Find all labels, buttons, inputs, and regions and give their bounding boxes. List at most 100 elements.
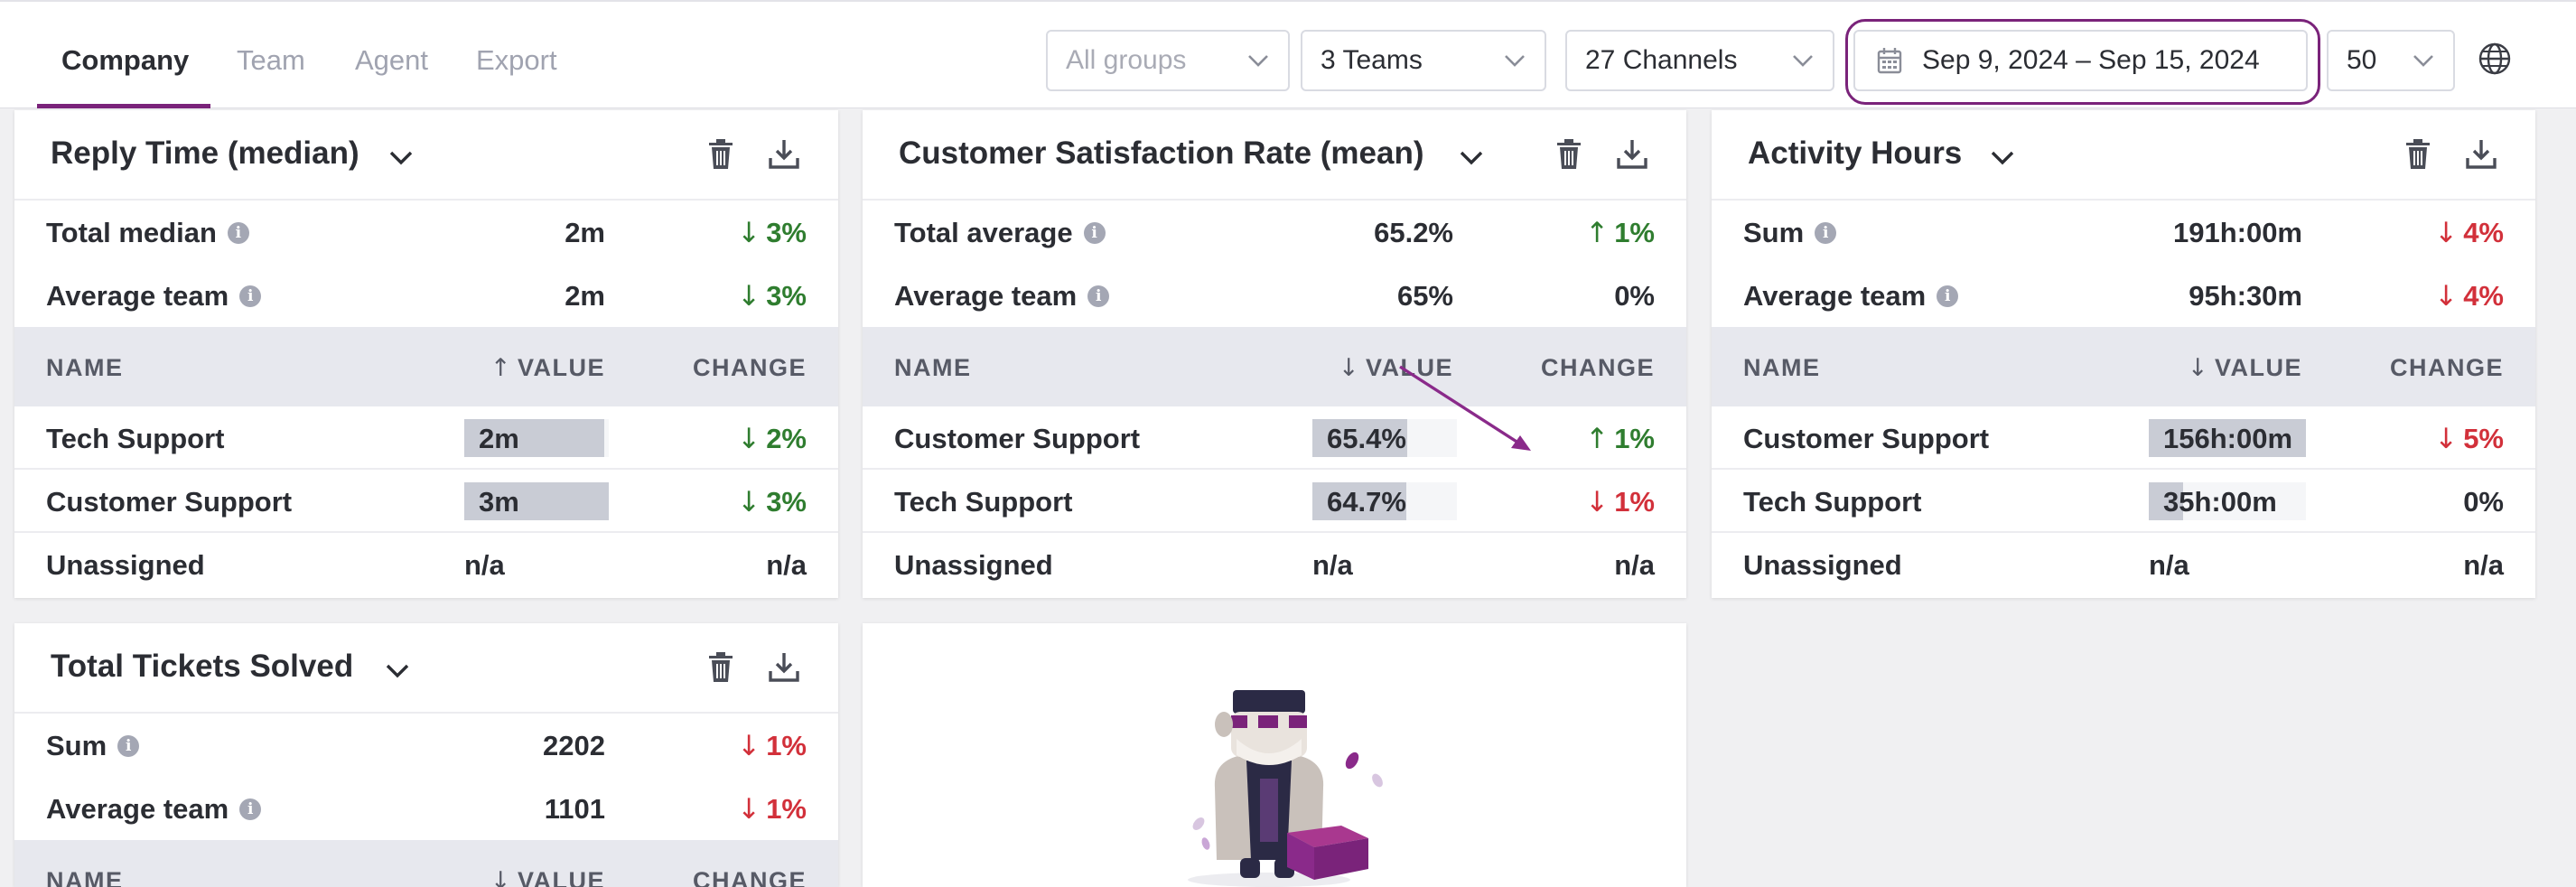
summary-row-sum: Sum i 191h:00m ↓ 4% (1712, 201, 2535, 264)
globe-icon[interactable] (2478, 42, 2512, 76)
tab-agent[interactable]: Agent (355, 44, 429, 76)
row-change: n/a (766, 549, 807, 581)
arrow-down-icon: ↓ (2434, 280, 2459, 313)
summary-value: 65.2% (1374, 217, 1453, 248)
value-bar-fill (1312, 419, 1407, 457)
chevron-down-icon (2413, 55, 2433, 67)
groups-select[interactable]: All groups (1046, 30, 1290, 91)
card-header: Customer Satisfaction Rate (mean) (863, 110, 1686, 201)
date-range-value: Sep 9, 2024 – Sep 15, 2024 (1922, 45, 2260, 75)
download-icon[interactable] (1616, 138, 1648, 171)
trash-icon[interactable] (706, 138, 735, 171)
column-header-value[interactable]: ↓ VALUE (490, 867, 605, 887)
row-value: 64.7% (1327, 486, 1406, 518)
summary-value: 2m (565, 280, 605, 312)
arrow-down-icon: ↓ (737, 280, 761, 313)
channels-select[interactable]: 27 Channels (1565, 30, 1834, 91)
card-header: Reply Time (median) (14, 110, 838, 201)
channels-select-value: 27 Channels (1585, 45, 1738, 75)
row-change: ↑ 1% (1585, 423, 1655, 455)
table-row: Unassigned n/a n/a (863, 533, 1686, 596)
info-icon[interactable]: i (117, 735, 140, 757)
info-icon[interactable]: i (1087, 285, 1110, 307)
summary-change: ↓ 4% (2434, 280, 2504, 313)
row-value: 156h:00m (2163, 423, 2293, 454)
table-header: NAME ↓ VALUE CHANGE (14, 840, 838, 887)
row-name: Tech Support (46, 423, 225, 454)
teams-select[interactable]: 3 Teams (1301, 30, 1546, 91)
arrow-up-icon: ↑ (1585, 217, 1610, 249)
summary-label: Average team (894, 280, 1078, 312)
tab-export[interactable]: Export (476, 44, 557, 76)
trash-icon[interactable] (1554, 138, 1583, 171)
summary-value: 65% (1396, 280, 1453, 312)
download-icon[interactable] (768, 651, 800, 684)
sort-down-icon: ↓ (1338, 354, 1360, 382)
summary-change: ↓ 1% (737, 730, 807, 762)
card-title: Reply Time (median) (51, 135, 359, 171)
row-value: 35h:00m (2163, 486, 2277, 518)
row-name: Customer Support (1743, 423, 1990, 454)
column-header-change[interactable]: CHANGE (692, 354, 807, 381)
card-title: Activity Hours (1748, 135, 1963, 171)
annotation-arrow (1399, 365, 1531, 451)
info-icon[interactable]: i (1937, 285, 1959, 307)
row-change: n/a (1614, 549, 1655, 581)
reply-time-card: Reply Time (median) Total median i 2m ↓ 3%… (14, 110, 838, 598)
summary-value: 95h:30m (2189, 280, 2302, 312)
row-change: ↓ 2% (737, 423, 807, 455)
row-change: ↓ 1% (1585, 486, 1655, 518)
info-icon[interactable]: i (239, 285, 262, 307)
table-header: NAME ↓ VALUE CHANGE (863, 327, 1686, 406)
trash-icon[interactable] (706, 651, 735, 684)
chevron-down-icon (1505, 55, 1525, 67)
column-header-name[interactable]: NAME (46, 354, 124, 381)
page-size-select[interactable]: 50 (2327, 30, 2455, 91)
summary-label: Average team (46, 280, 229, 312)
column-header-change[interactable]: CHANGE (692, 867, 807, 887)
row-change: ↓ 5% (2434, 423, 2504, 455)
column-header-change[interactable]: CHANGE (2389, 354, 2504, 381)
summary-row-total: Total average i 65.2% ↑ 1% (863, 201, 1686, 264)
column-header-value[interactable]: ↓ VALUE (2187, 354, 2302, 382)
value-bar-fill (464, 419, 605, 457)
chevron-down-icon[interactable] (1990, 150, 2015, 166)
info-icon[interactable]: i (1083, 222, 1106, 244)
info-icon[interactable]: i (227, 222, 249, 244)
card-header: Activity Hours (1712, 110, 2535, 201)
info-icon[interactable]: i (239, 798, 262, 820)
row-value: 2m (479, 423, 519, 454)
row-name: Unassigned (46, 549, 205, 581)
download-icon[interactable] (768, 138, 800, 171)
tab-team[interactable]: Team (237, 44, 305, 76)
row-value: n/a (2149, 549, 2189, 581)
column-header-name[interactable]: NAME (1743, 354, 1821, 381)
trash-icon[interactable] (2403, 138, 2432, 171)
chevron-down-icon[interactable] (1459, 150, 1484, 166)
row-name: Tech Support (894, 486, 1073, 518)
column-header-name[interactable]: NAME (46, 867, 124, 887)
column-header-value[interactable]: ↓ VALUE (1338, 354, 1453, 382)
calendar-icon (1877, 48, 1902, 74)
info-icon[interactable]: i (1815, 222, 1837, 244)
table-row: Customer Support 65.4% ↑ 1% (863, 406, 1686, 470)
tab-company[interactable]: Company (61, 44, 190, 76)
summary-row-average: Average team i 65% 0% (863, 264, 1686, 327)
card-title: Customer Satisfaction Rate (mean) (899, 135, 1424, 171)
arrow-down-icon: ↓ (737, 486, 761, 518)
table-row: Unassigned n/a n/a (14, 533, 838, 596)
chevron-down-icon[interactable] (385, 663, 410, 679)
sort-up-icon: ↑ (490, 354, 512, 382)
value-bar: 2m (464, 419, 609, 457)
column-header-name[interactable]: NAME (894, 354, 972, 381)
summary-label: Sum (1743, 217, 1805, 248)
top-bar: Company Team Agent Export All groups 3 T… (0, 0, 2576, 108)
arrow-down-icon: ↓ (2434, 423, 2459, 455)
sort-down-icon: ↓ (490, 867, 512, 887)
chevron-down-icon[interactable] (388, 150, 414, 166)
column-header-change[interactable]: CHANGE (1540, 354, 1655, 381)
download-icon[interactable] (2465, 138, 2497, 171)
date-range-picker[interactable]: Sep 9, 2024 – Sep 15, 2024 (1853, 30, 2308, 91)
value-bar: 65.4% (1312, 419, 1457, 457)
column-header-value[interactable]: ↑ VALUE (490, 354, 605, 382)
